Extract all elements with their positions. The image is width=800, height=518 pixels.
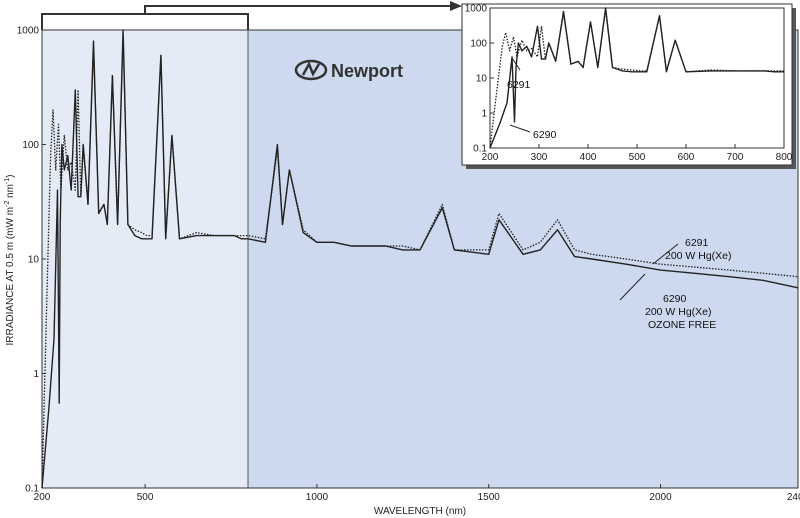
inset-series-line-6290 [489,7,784,149]
inset-x-tick-label: 500 [629,152,646,163]
annotation-6291-label: 6291 [685,237,709,249]
main-x-tick-label: 1500 [478,492,501,503]
logo-text: Newport [331,61,403,81]
inset-annotation-6291-pointer [511,57,521,71]
main-x-tick-label: 2400 [787,492,800,503]
plot-bg-left [42,30,248,488]
main-y-tick-label: 1000 [17,26,40,37]
main-x-tick-label: 500 [137,492,154,503]
inset-x-tick-label: 700 [727,152,744,163]
newport-logo-icon [294,59,328,81]
annotation-6291: 6291 200 W Hg(Xe) [652,237,732,265]
main-y-tick-label: 10 [28,255,40,266]
inset-y-tick-label: 1000 [465,4,488,15]
inset-x-tick-label: 400 [580,152,597,163]
inset-x-tick-label: 600 [678,152,695,163]
main-series-line-6291 [41,34,799,489]
inset-x-tick-label: 800 [776,152,793,163]
zoom-arrow-head [450,1,462,11]
main-y-tick-label: 0.1 [25,484,39,495]
inset-y-tick-label: 10 [476,74,488,85]
zoom-bracket [41,5,452,30]
y-axis-label: IRRADIANCE AT 0.5 m (mW m-2 nm-1) [4,174,16,345]
inset-annotation-6290-pointer [509,124,531,133]
inset-y-tick-label: 0.1 [473,144,487,155]
x-axis-label: WAVELENGTH (nm) [374,506,466,517]
main-y-tick-label: 100 [22,140,39,151]
inset-plot-bg [489,7,785,149]
annotation-6291-sub: 200 W Hg(Xe) [665,250,732,262]
inset-annotation-6290: 6290 [533,129,557,141]
annotation-6290-label: 6290 [663,293,687,305]
inset-x-tick-label: 200 [482,152,499,163]
main-x-tick-label: 1000 [306,492,329,503]
inset-y-tick-label: 1 [481,109,487,120]
main-x-tick-label: 2000 [649,492,672,503]
inset-annotation-6291: 6291 [507,79,531,91]
annotation-6290-sub: 200 W Hg(Xe) [645,306,712,318]
inset-y-tick-label: 100 [470,39,487,50]
annotation-6290: 6290 200 W Hg(Xe) OZONE FREE [619,273,716,331]
main-series-line-6290 [41,29,799,489]
annotation-6290-sub2: OZONE FREE [648,319,716,331]
inset-x-tick-label: 300 [531,152,548,163]
main-x-tick-label: 200 [34,492,51,503]
main-y-tick-label: 1 [33,369,39,380]
